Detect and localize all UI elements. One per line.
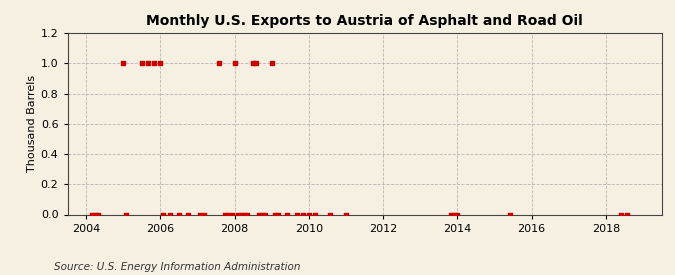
Point <box>254 212 265 217</box>
Point <box>446 212 456 217</box>
Point <box>238 212 249 217</box>
Point <box>158 212 169 217</box>
Point <box>266 61 277 65</box>
Point <box>142 61 153 65</box>
Point <box>310 212 321 217</box>
Point <box>226 212 237 217</box>
Title: Monthly U.S. Exports to Austria of Asphalt and Road Oil: Monthly U.S. Exports to Austria of Aspha… <box>146 14 583 28</box>
Point <box>87 212 98 217</box>
Point <box>273 212 284 217</box>
Point <box>183 212 194 217</box>
Point <box>248 61 259 65</box>
Point <box>223 212 234 217</box>
Point <box>195 212 206 217</box>
Point <box>616 212 627 217</box>
Point <box>173 212 184 217</box>
Point <box>250 61 261 65</box>
Point <box>622 212 632 217</box>
Point <box>269 212 280 217</box>
Point <box>297 212 308 217</box>
Y-axis label: Thousand Barrels: Thousand Barrels <box>26 75 36 172</box>
Point <box>452 212 463 217</box>
Point <box>121 212 132 217</box>
Point <box>213 61 224 65</box>
Point <box>117 61 128 65</box>
Point <box>164 212 175 217</box>
Point <box>136 61 147 65</box>
Point <box>220 212 231 217</box>
Point <box>198 212 209 217</box>
Point <box>232 212 243 217</box>
Point <box>303 212 314 217</box>
Point <box>260 212 271 217</box>
Point <box>340 212 351 217</box>
Point <box>236 212 246 217</box>
Point <box>257 212 268 217</box>
Point <box>242 212 252 217</box>
Point <box>93 212 104 217</box>
Text: Source: U.S. Energy Information Administration: Source: U.S. Energy Information Administ… <box>54 262 300 272</box>
Point <box>291 212 302 217</box>
Point <box>282 212 293 217</box>
Point <box>148 61 159 65</box>
Point <box>505 212 516 217</box>
Point <box>325 212 335 217</box>
Point <box>229 61 240 65</box>
Point <box>155 61 166 65</box>
Point <box>449 212 460 217</box>
Point <box>90 212 101 217</box>
